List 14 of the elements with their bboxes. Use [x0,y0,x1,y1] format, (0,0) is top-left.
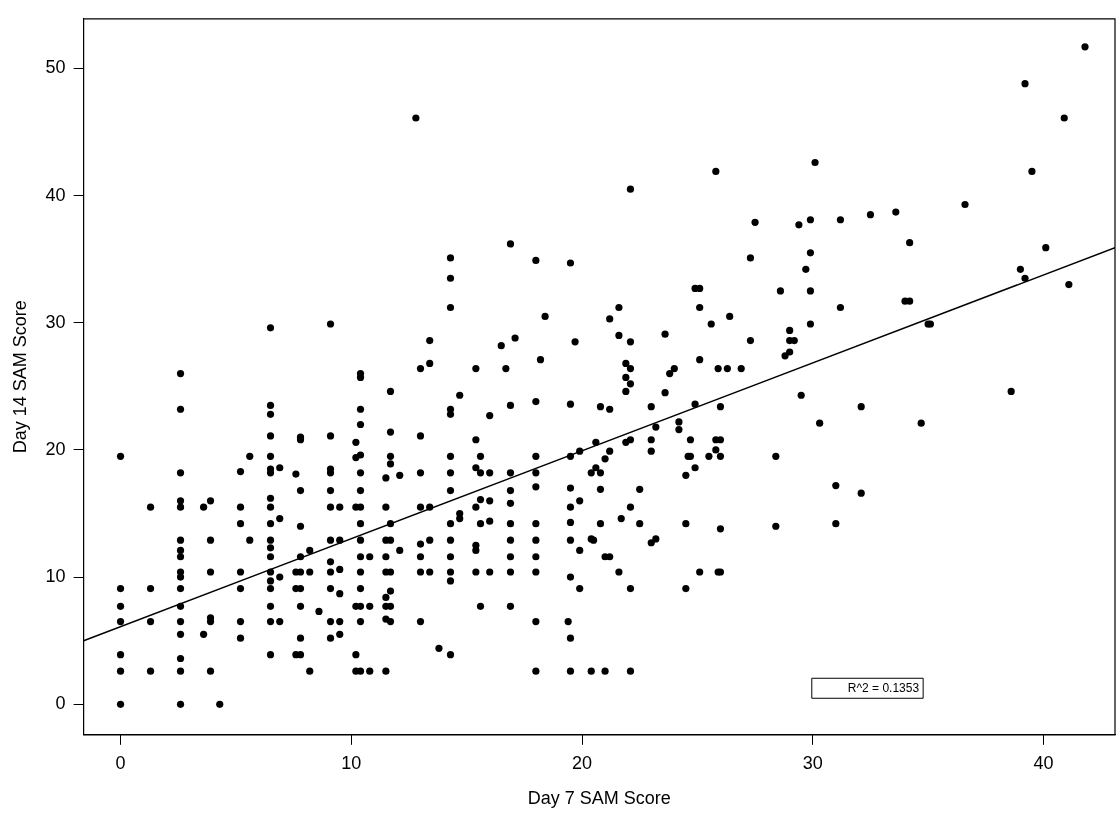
y-tick-label: 10 [45,566,66,587]
y-axis-title: Day 14 SAM Score [9,300,30,454]
x-tick-label: 30 [802,752,823,773]
annotation: R^2 = 0.1353 [847,680,920,695]
y-tick-label: 40 [45,184,66,205]
x-axis-title: Day 7 SAM Score [527,788,671,809]
x-tick-label: 10 [341,752,362,773]
x-tick-label: 0 [115,752,126,773]
y-tick-label: 20 [45,438,66,459]
y-tick-label: 0 [55,693,66,714]
y-tick-label: 30 [45,311,66,332]
x-tick-label: 20 [571,752,593,773]
x-tick-label: 40 [1033,752,1054,773]
y-tick-label: 50 [45,57,66,78]
